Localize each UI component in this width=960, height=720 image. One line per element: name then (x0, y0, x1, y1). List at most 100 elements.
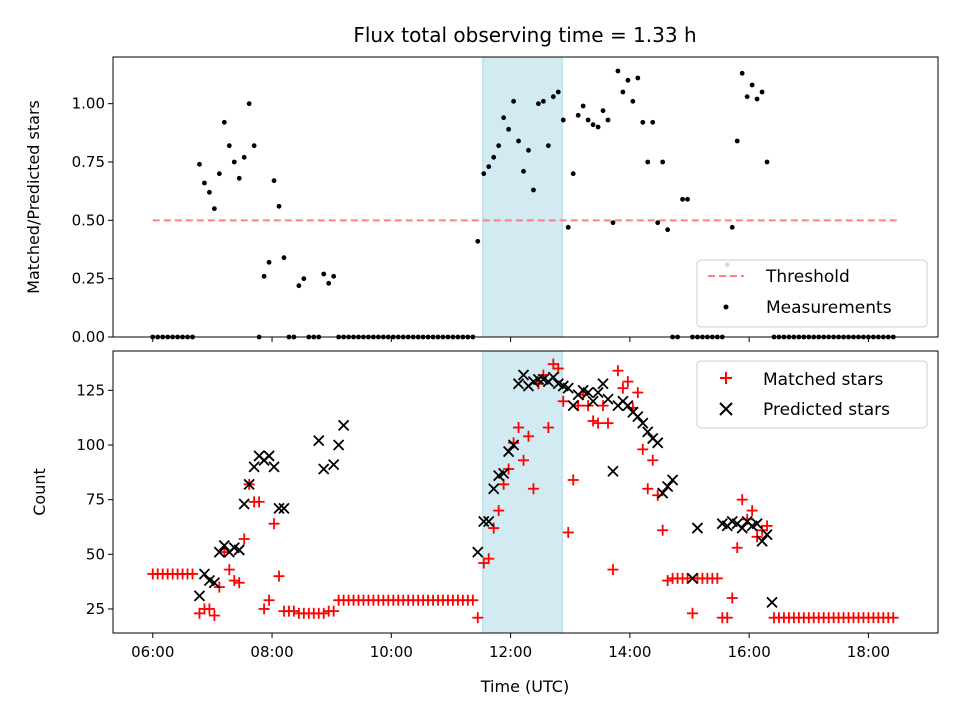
predicted-star-point (238, 498, 250, 510)
predicted-star-point (488, 483, 500, 495)
predicted-star-point (243, 478, 255, 490)
matched-star-point (642, 483, 654, 495)
measurement-point (764, 159, 770, 165)
measurement-point (560, 117, 566, 123)
measurement-point (550, 94, 556, 100)
measurement-point (506, 126, 512, 132)
predicted-legend-label: Predicted stars (763, 400, 890, 420)
matched-star-point (253, 496, 265, 508)
predicted-star-point (761, 528, 773, 541)
matched-star-point (686, 607, 698, 619)
measurement-point (655, 220, 661, 226)
matched-star-point (218, 546, 230, 558)
measurement-point (640, 119, 646, 125)
measurement-point (580, 103, 586, 109)
matched-star-point (612, 365, 624, 377)
measurement-point (585, 117, 591, 123)
measurement-point (216, 171, 222, 177)
measurement-point (276, 203, 282, 209)
top-y-axis-label: Matched/Predicted stars (24, 100, 43, 294)
predicted-star-point (751, 518, 763, 530)
x-tick-label: 18:00 (847, 643, 890, 661)
measurement-point (545, 143, 551, 149)
measurement-point (600, 108, 606, 114)
matched-star-point (557, 395, 569, 407)
bottom-legend: Matched stars Predicted stars (696, 360, 928, 429)
predicted-star-point (263, 450, 275, 462)
predicted-star-point (622, 400, 634, 412)
matched-star-point (711, 572, 723, 584)
predicted-star-point (507, 439, 520, 451)
bottom-y-tick-label: 100 (76, 436, 105, 454)
measurement-point (226, 143, 232, 149)
matched-legend-label: Matched stars (763, 370, 883, 390)
measurement-point (570, 171, 576, 177)
measurement-point (531, 187, 536, 193)
predicted-star-point (582, 386, 594, 399)
predicted-star-point (657, 487, 669, 499)
predicted-star-point (666, 474, 679, 486)
predicted-star-point (662, 480, 674, 493)
measurement-point (301, 276, 307, 282)
predicted-star-point (483, 515, 495, 528)
measurement-point (246, 101, 252, 107)
matched-star-point (508, 437, 520, 449)
predicted-star-point (313, 434, 325, 447)
predicted-star-point (213, 546, 225, 558)
measurement-point (197, 161, 202, 167)
measurement-point (266, 259, 272, 265)
bottom-legend-box (696, 360, 928, 429)
predicted-star-point (337, 419, 350, 431)
bottom-y-tick-label: 25 (86, 600, 105, 618)
measurement-point (665, 227, 671, 233)
predicted-star-point (691, 522, 704, 534)
matched-star-point (268, 518, 280, 530)
matched-star-point (328, 605, 340, 617)
matched-star-point (617, 382, 629, 394)
matched-star-point (527, 483, 539, 495)
measurement-point (734, 138, 740, 144)
matched-star-point (746, 505, 758, 517)
matched-star-point (488, 522, 500, 534)
bottom-plot-frame (112, 350, 939, 634)
x-axis-label: Time (UTC) (480, 677, 569, 696)
measurement-point (516, 138, 521, 144)
predicted-star-point (328, 459, 340, 471)
measurements-legend-label: Measurements (766, 298, 892, 318)
predicted-star-point (318, 463, 330, 475)
measurement-point (261, 273, 267, 279)
top-y-tick-label: 1.00 (72, 95, 105, 113)
measurement-point (739, 70, 745, 76)
measurement-point (650, 119, 656, 125)
x-tick-label: 12:00 (489, 643, 532, 661)
x-tick-label: 10:00 (370, 643, 413, 661)
measurement-point (615, 68, 621, 74)
matched-star-point (493, 505, 505, 517)
predicted-star-point (766, 596, 778, 609)
measurement-point (680, 196, 685, 202)
measurement-point (759, 89, 765, 95)
matched-star-point (632, 387, 644, 399)
matched-star-point (233, 577, 245, 589)
matched-star-point (288, 605, 300, 617)
matched-star-point (518, 454, 530, 466)
measurement-point (526, 147, 531, 153)
matched-star-point (622, 376, 634, 388)
bottom-y-axis-label: Count (30, 468, 49, 516)
matched-star-point (203, 603, 215, 615)
measurement-point (744, 94, 750, 100)
measurement-point (202, 180, 207, 186)
measurement-point (595, 124, 601, 130)
matched-star-point (887, 612, 899, 624)
matched-star-point (572, 400, 584, 412)
predicted-star-point (233, 544, 245, 556)
predicted-star-point (736, 522, 748, 534)
measurement-point (481, 171, 487, 177)
measurement-point (625, 77, 631, 83)
predicted-star-point (607, 465, 619, 477)
matched-star-point (498, 478, 510, 490)
matched-star-point (731, 542, 743, 554)
predicted-star-point (248, 461, 260, 473)
measurement-point (660, 159, 666, 165)
shaded-observing-window (482, 56, 563, 338)
